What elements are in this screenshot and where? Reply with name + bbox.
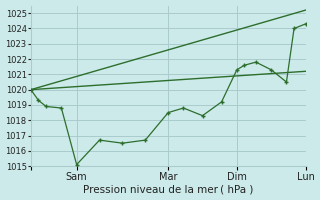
X-axis label: Pression niveau de la mer ( hPa ): Pression niveau de la mer ( hPa ) (83, 184, 253, 194)
